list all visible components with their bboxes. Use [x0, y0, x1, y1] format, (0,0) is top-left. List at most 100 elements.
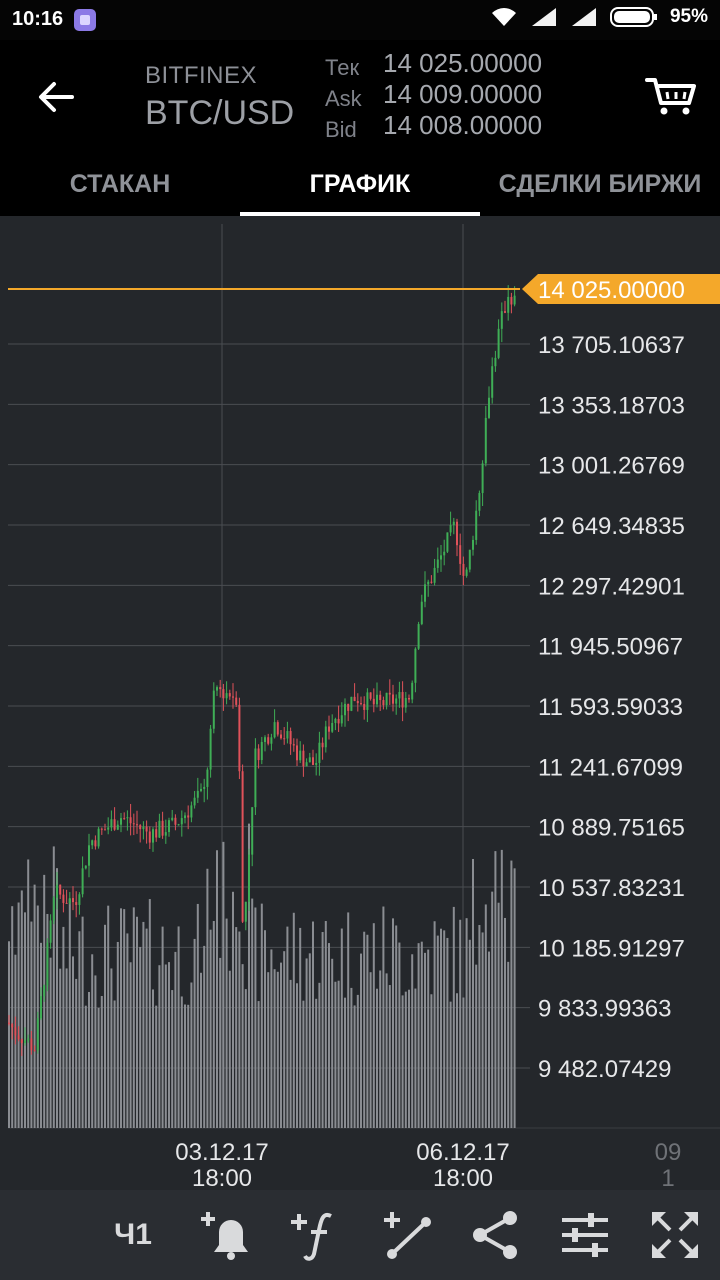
quote-value-ask: 14 009.00000: [383, 79, 543, 109]
volume-bar: [81, 916, 84, 1128]
volume-bars: [8, 823, 516, 1128]
candle-body: [264, 737, 266, 742]
fullscreen-button[interactable]: [646, 1206, 704, 1264]
candles: [8, 285, 516, 1057]
share-button[interactable]: [466, 1206, 524, 1264]
volume-bar: [196, 903, 199, 1128]
candle-body: [299, 750, 302, 761]
price-tick-label: 11 945.50967: [538, 634, 683, 661]
volume-bar: [11, 906, 14, 1128]
volume-bar: [56, 868, 58, 1128]
volume-bar: [456, 993, 458, 1128]
candle-body: [382, 700, 385, 706]
volume-bar: [472, 858, 474, 1128]
chart-settings-button[interactable]: [556, 1206, 614, 1264]
volume-bar: [84, 1005, 87, 1128]
volume-bar: [158, 965, 161, 1128]
volume-bar: [78, 931, 81, 1128]
candle-body: [11, 1023, 14, 1028]
volume-bar: [475, 964, 478, 1128]
volume-bar: [507, 961, 510, 1128]
battery-icon: [609, 7, 657, 27]
candle-body: [430, 581, 433, 583]
tab-exchange-trades[interactable]: СДЕЛКИ БИРЖИ: [498, 169, 702, 198]
candle-body: [488, 397, 490, 418]
volume-bar: [292, 912, 295, 1128]
candle-body: [446, 532, 449, 552]
volume-bar: [200, 972, 202, 1128]
price-tick-label: 11 241.67099: [538, 754, 683, 781]
candle-body: [171, 817, 174, 821]
price-axis: 13 705.10637 13 353.18703 13 001.26769 12 6…: [538, 332, 685, 1083]
volume-bar: [116, 941, 119, 1128]
price-tick-label: 13 353.18703: [538, 392, 685, 419]
candle-body: [491, 366, 494, 398]
candle-body: [456, 521, 458, 546]
price-tick-label: 13 001.26769: [538, 453, 685, 480]
add-indicator-button[interactable]: [285, 1206, 343, 1264]
add-alert-button[interactable]: [198, 1206, 256, 1264]
time-tick-time: 18:00: [433, 1165, 493, 1190]
volume-bar: [392, 918, 394, 1128]
candle-body: [510, 296, 513, 305]
volume-bar: [491, 891, 494, 1128]
cart-button[interactable]: [645, 76, 697, 116]
volume-bar: [190, 982, 193, 1128]
status-bar: 10:16 95%: [0, 0, 720, 40]
volume-bar: [459, 919, 462, 1128]
volume-bar: [308, 953, 311, 1128]
volume-bar: [433, 921, 436, 1128]
candle-body: [212, 690, 215, 729]
tab-chart[interactable]: ГРАФИК: [240, 152, 480, 216]
candle-body: [494, 357, 497, 367]
candle-body: [107, 827, 110, 830]
volume-bar: [24, 912, 26, 1128]
candle-body: [196, 790, 199, 798]
volume-bar: [465, 918, 468, 1128]
candle-body: [52, 897, 55, 921]
timeframe-button[interactable]: Ч1: [114, 1218, 152, 1251]
status-time: 10:16: [12, 8, 64, 30]
candle-body: [136, 824, 138, 826]
tab-order-book[interactable]: СТАКАН: [69, 169, 171, 198]
volume-bar: [443, 930, 446, 1128]
time-tick-date: 09: [655, 1139, 682, 1166]
volume-bar: [494, 851, 497, 1128]
volume-bar: [129, 962, 132, 1128]
volume-bar: [104, 924, 106, 1128]
app-header: BITFINEX BTC/USD Тек Ask Bid 14 025.0000…: [0, 40, 720, 152]
candle-body: [404, 697, 407, 708]
candle-body: [238, 704, 241, 772]
volume-bar: [504, 917, 506, 1128]
candle-body: [353, 696, 356, 701]
candle-body: [481, 463, 484, 494]
volume-bar: [257, 1001, 260, 1128]
candle-body: [164, 832, 167, 836]
volume-bar: [126, 933, 129, 1128]
volume-bar: [318, 982, 321, 1128]
candle-body: [513, 295, 516, 305]
candle-body: [161, 820, 164, 836]
add-line-button[interactable]: [378, 1206, 436, 1264]
quote-labels: Тек Ask Bid: [325, 52, 362, 145]
price-chart[interactable]: 14 025.00000 13 705.10637 13 353.18703 13 …: [0, 216, 720, 1190]
back-button[interactable]: [34, 75, 78, 119]
volume-bar: [8, 941, 10, 1128]
volume-bar: [222, 841, 225, 1128]
volume-bar: [296, 983, 298, 1128]
volume-bar: [142, 921, 145, 1128]
current-price-tag: [522, 274, 720, 304]
candle-body: [110, 819, 113, 828]
volume-bar: [248, 823, 250, 1128]
candle-body: [443, 551, 446, 556]
candle-body: [59, 884, 62, 895]
candle-body: [315, 762, 318, 765]
candle-body: [475, 510, 478, 540]
volume-bar: [350, 987, 353, 1128]
candle-body: [142, 826, 145, 830]
exchange-name: BITFINEX: [145, 62, 258, 89]
volume-bar: [436, 935, 439, 1128]
candle-body: [216, 687, 218, 691]
